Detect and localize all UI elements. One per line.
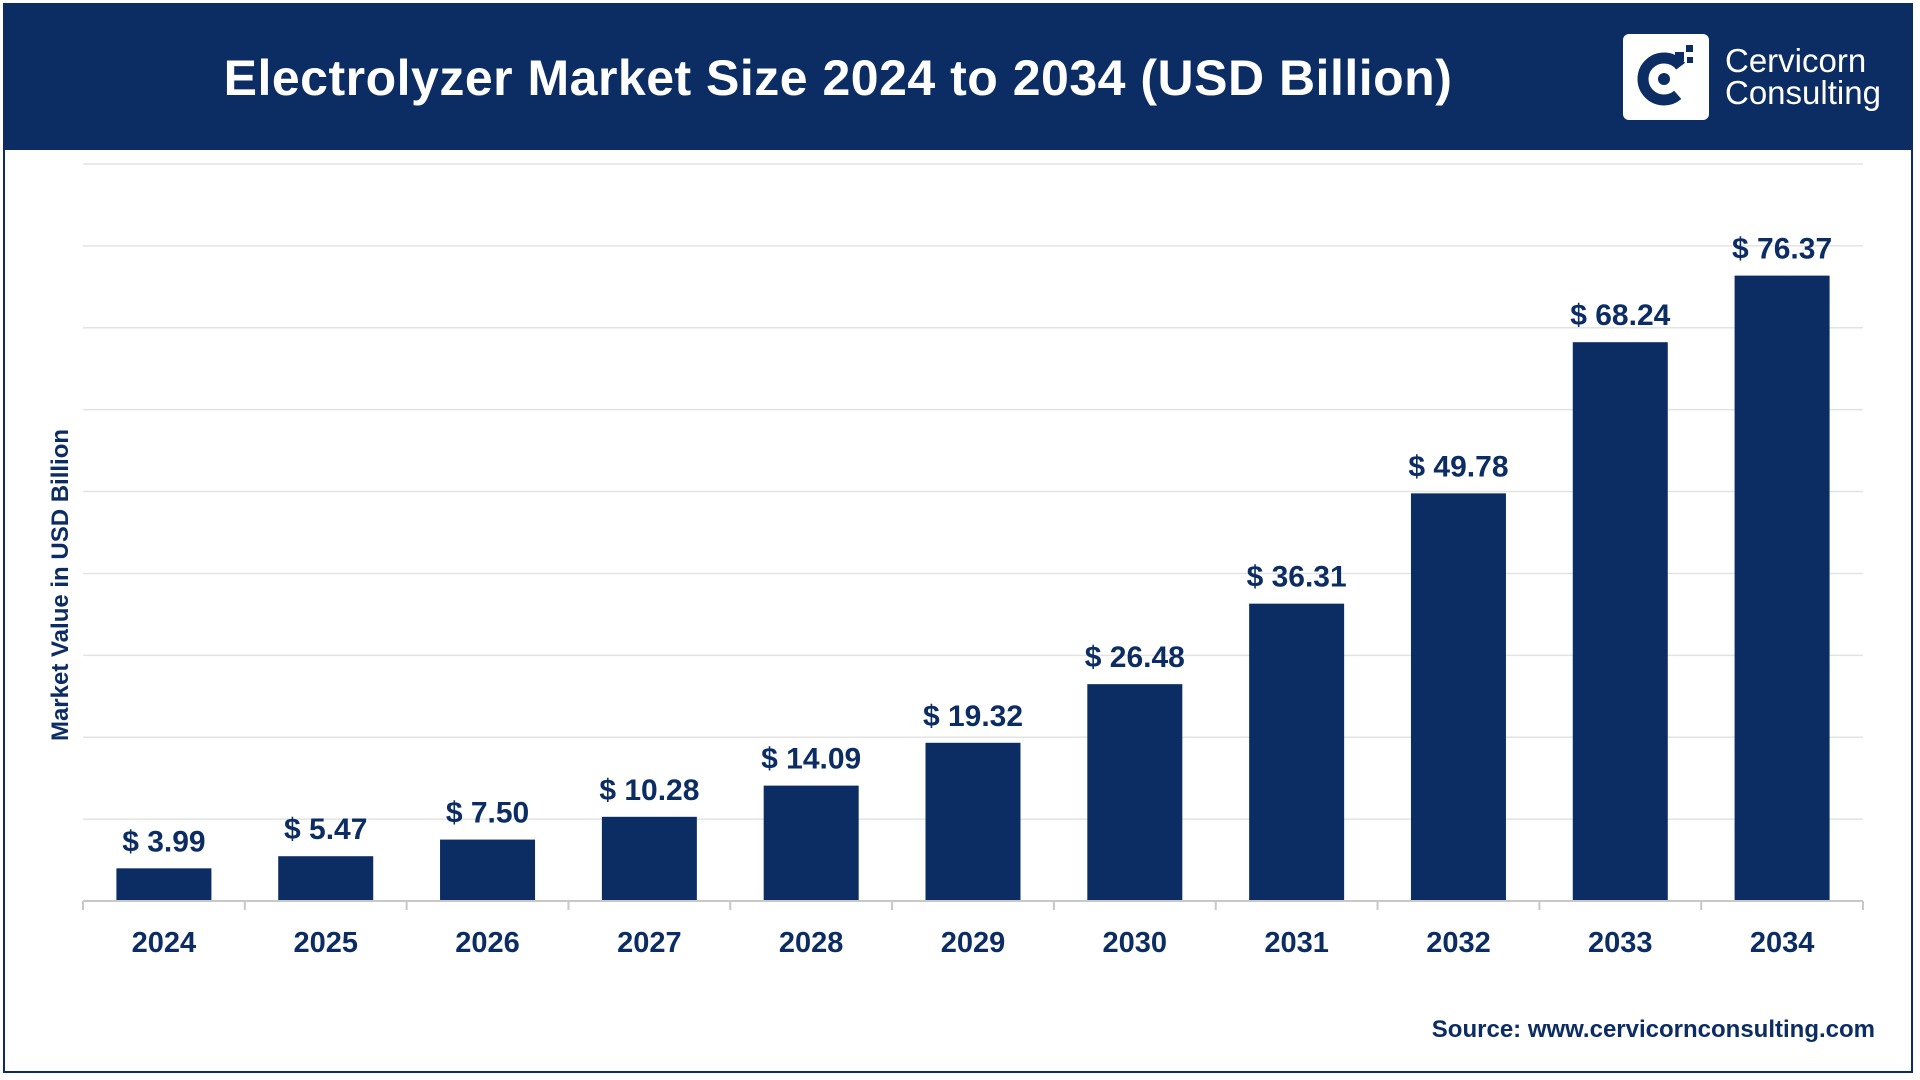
logo-line-1: Cervicorn bbox=[1725, 42, 1867, 79]
logo-wordmark: Cervicorn Consulting bbox=[1725, 42, 1881, 111]
cervicorn-c-icon bbox=[1623, 34, 1709, 120]
x-tick-label: 2032 bbox=[1426, 927, 1491, 959]
x-axis: 2024 2025 2026 2027 2028 2029 2030 2031 2032 2033… bbox=[82, 900, 1864, 959]
data-label: $ 3.99 bbox=[122, 825, 205, 858]
header-banner: Electrolyzer Market Size 2024 to 2034 (U… bbox=[5, 5, 1911, 150]
y-axis-label: Market Value in USD Billion bbox=[47, 428, 74, 742]
bar-series bbox=[116, 275, 1830, 902]
bar bbox=[1087, 684, 1183, 901]
bar bbox=[763, 785, 859, 901]
data-label: $ 26.48 bbox=[1085, 641, 1185, 674]
chart-title: Electrolyzer Market Size 2024 to 2034 (U… bbox=[223, 49, 1453, 106]
x-tick-label: 2030 bbox=[1103, 927, 1168, 959]
x-tick-label: 2028 bbox=[779, 927, 844, 959]
x-tick-label: 2024 bbox=[132, 927, 197, 959]
x-tick-label: 2034 bbox=[1750, 927, 1815, 959]
logo-line-2: Consulting bbox=[1725, 74, 1881, 111]
data-label: $ 7.50 bbox=[446, 797, 529, 830]
bar bbox=[1572, 342, 1668, 902]
x-tick-label: 2031 bbox=[1264, 927, 1329, 959]
data-label: $ 10.28 bbox=[599, 774, 699, 807]
data-label: $ 14.09 bbox=[761, 743, 861, 776]
x-tick-label: 2026 bbox=[455, 927, 520, 959]
bar bbox=[116, 868, 212, 901]
data-labels: $ 3.99 $ 5.47 $ 7.50 $ 10.28 $ 14.09 $ 19.32 $… bbox=[122, 233, 1832, 859]
data-label: $ 49.78 bbox=[1408, 450, 1508, 483]
x-tick-label: 2033 bbox=[1588, 927, 1653, 959]
x-tick-label: 2027 bbox=[617, 927, 682, 959]
bar bbox=[440, 839, 536, 901]
bar bbox=[278, 856, 374, 901]
data-label: $ 36.31 bbox=[1247, 561, 1347, 594]
bar bbox=[1734, 275, 1830, 901]
brand-logo: Cervicorn Consulting bbox=[1623, 34, 1881, 120]
x-tick-label: 2025 bbox=[293, 927, 358, 959]
logo-mark-svg bbox=[1637, 45, 1693, 106]
data-label: $ 5.47 bbox=[284, 813, 367, 846]
data-label: $ 19.32 bbox=[923, 700, 1023, 733]
x-tick-label: 2029 bbox=[941, 927, 1006, 959]
data-label: $ 68.24 bbox=[1570, 299, 1670, 332]
data-label: $ 76.37 bbox=[1732, 233, 1832, 266]
bar bbox=[1410, 493, 1506, 901]
bar bbox=[601, 816, 697, 901]
source-note: Source: www.cervicornconsulting.com bbox=[1431, 1016, 1875, 1043]
bar bbox=[1249, 603, 1345, 901]
gridlines bbox=[83, 163, 1863, 820]
bar bbox=[925, 742, 1021, 901]
